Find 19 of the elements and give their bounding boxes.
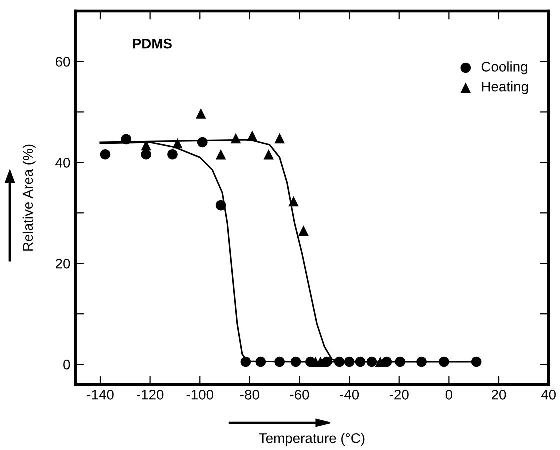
x-tick-label: -140 bbox=[87, 390, 114, 400]
y-tick-label: 60 bbox=[56, 57, 70, 67]
x-tick-label: -40 bbox=[340, 390, 360, 400]
x-tick-label: -60 bbox=[290, 390, 310, 400]
y-axis-title: Relative Area (%) bbox=[22, 144, 36, 251]
legend-label: Cooling bbox=[482, 62, 528, 75]
x-tick-label: 20 bbox=[492, 390, 506, 400]
y-tick-label: 20 bbox=[56, 258, 70, 269]
x-tick-label: -20 bbox=[390, 390, 409, 400]
x-tick-label: -100 bbox=[186, 390, 214, 400]
annotation: PDMS bbox=[133, 38, 172, 49]
x-axis-title: Temperature (°C) bbox=[259, 433, 365, 446]
legend-label: Heating bbox=[482, 82, 528, 94]
y-tick-label: 40 bbox=[56, 158, 70, 168]
x-tick-label: -80 bbox=[240, 390, 260, 400]
x-tick-label: 40 bbox=[541, 390, 556, 400]
y-tick-label: 0 bbox=[64, 360, 70, 370]
x-tick-label: -120 bbox=[137, 390, 164, 400]
x-tick-label: 0 bbox=[446, 390, 452, 400]
